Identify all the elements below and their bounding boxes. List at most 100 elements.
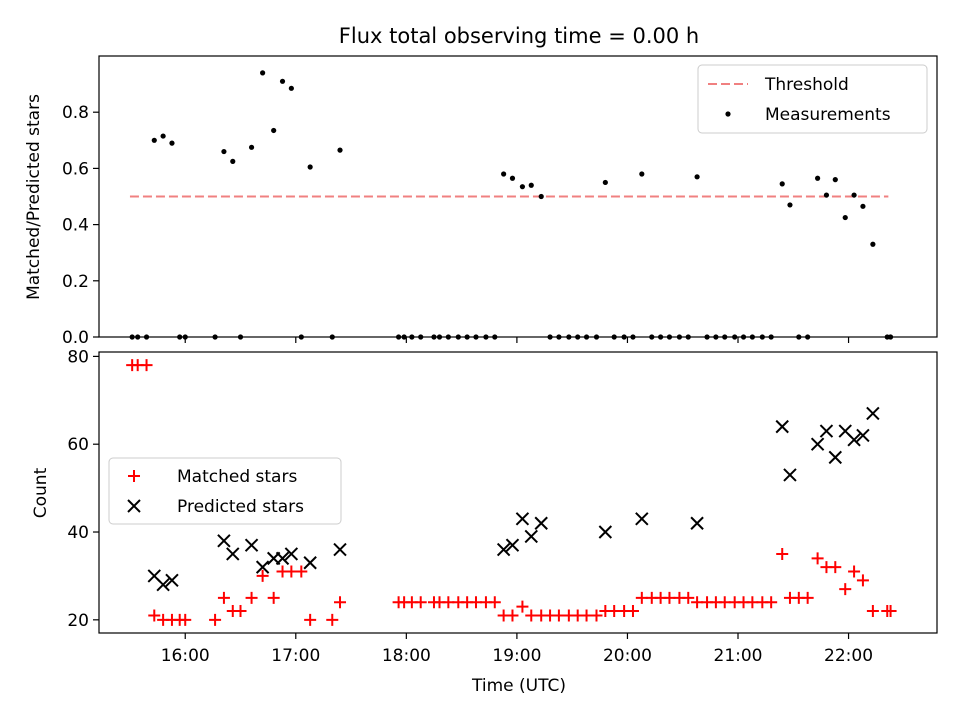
count-x-tick-label: 20:00 [603,646,652,666]
measurement-point [248,144,255,150]
count-x-tick-label: 18:00 [382,646,431,666]
measurement-point [832,177,838,183]
measurement-point [815,175,821,181]
legend-predicted-label: Predicted stars [177,497,304,517]
predicted-star-point [775,419,789,434]
predicted-star-point [505,538,520,552]
measurement-point [528,182,534,188]
measurement-point [160,133,166,139]
predicted-star-point [515,512,530,526]
predicted-star-point [255,560,270,574]
measurement-point [823,192,830,198]
count-x-axis: 16:00 17:00 18:00 19:00 20:00 21:00 22:00 [161,633,873,666]
legend-threshold-label: Threshold [764,75,849,95]
ratio-plot-frame [98,55,938,338]
matched-star-point [179,613,192,626]
legend-measurements-label: Measurements [765,105,891,125]
matched-star-point [829,561,842,574]
count-x-tick-label: 22:00 [824,646,873,666]
matched-star-point [326,613,339,626]
matched-star-point [590,609,603,622]
measurement-point [538,193,544,200]
matched-star-point [884,605,897,618]
count-y-tick-label: 40 [67,523,89,543]
matched-star-point [148,609,161,622]
measurement-point [271,127,277,134]
predicted-star-point [810,437,825,451]
ratio-y-tick-label: 0.6 [62,159,89,179]
count-plot-frame [98,351,938,634]
predicted-star-point [635,512,649,526]
measurement-point [260,70,266,76]
ratio-legend-box [697,64,928,134]
matched-star-point [295,565,308,578]
measurement-point [787,202,793,208]
matched-star-point [140,359,153,372]
measurement-point [851,192,857,198]
matched-star-point [801,591,814,604]
legend-matched-label: Matched stars [177,467,297,487]
measurement-point [337,147,343,153]
count-x-tick-label: 19:00 [492,646,541,666]
matched-star-point [506,609,519,622]
measurement-point [151,137,157,143]
legend-measurements-swatch [725,111,731,117]
predicted-star-point [866,406,880,421]
measurement-point [279,78,286,84]
matched-star-point [856,574,869,587]
ratio-y-tick-label: 0.2 [62,272,89,292]
matched-star-point [245,591,258,604]
measurement-point [307,164,313,170]
matched-star-point [866,605,879,618]
measurement-point [230,158,236,164]
ratio-y-axis: 0.0 0.2 0.4 0.6 0.8 [62,103,99,348]
count-y-tick-label: 20 [67,611,89,631]
matched-star-point [267,591,280,604]
count-legend-box [108,457,342,525]
predicted-star-point [284,547,299,561]
predicted-star-point [303,556,317,570]
matched-star-point [848,565,861,578]
predicted-star-point [534,516,548,530]
predicted-star-point [226,547,240,561]
predicted-star-point [856,428,870,443]
ratio-y-tick-label: 0.8 [62,103,89,123]
ratio-y-label: Matched/Predicted stars [24,94,44,300]
matched-stars-points [126,359,897,626]
count-legend: Matched stars Predicted stars [108,457,342,525]
matched-star-point [304,613,317,626]
ratio-panel: 0.00.20.40.60.8 Matched/Predicted stars … [24,55,938,348]
predicted-star-point [217,534,231,548]
count-x-tick-label: 21:00 [714,646,763,666]
figure-title: Flux total observing time = 0.00 h [339,24,699,48]
matched-star-point [209,613,222,626]
matched-star-point [488,596,501,609]
count-y-label: Count [31,467,51,518]
predicted-star-point [244,538,259,552]
ratio-legend: Threshold Measurements [697,64,928,134]
matched-star-point [765,596,778,609]
count-x-tick-label: 17:00 [271,646,320,666]
predicted-star-point [156,577,170,592]
measurement-point [779,181,785,187]
ratio-y-tick-label: 0.4 [62,216,89,236]
measurement-point [870,241,876,247]
matched-star-point [516,600,529,613]
matched-star-point [334,596,347,609]
count-panel: 20 40 60 80 16:00 17:00 18:00 19:00 20:00 21:00 2… [31,347,938,696]
predicted-star-point [524,529,538,544]
count-y-tick-label: 60 [67,435,89,455]
measurement-point [602,179,608,186]
predicted-star-point [598,525,613,539]
legend-matched-swatch [128,470,140,482]
matched-star-point [839,583,852,596]
predicted-stars-points [147,406,880,592]
ratio-x-ticks [184,337,850,343]
matched-star-point [256,569,269,582]
predicted-star-point [847,433,861,447]
count-y-tick-label: 80 [67,347,89,367]
count-x-tick-label: 16:00 [161,646,210,666]
measurement-point [221,148,227,155]
measurement-point [501,171,507,177]
matched-star-point [776,547,789,560]
